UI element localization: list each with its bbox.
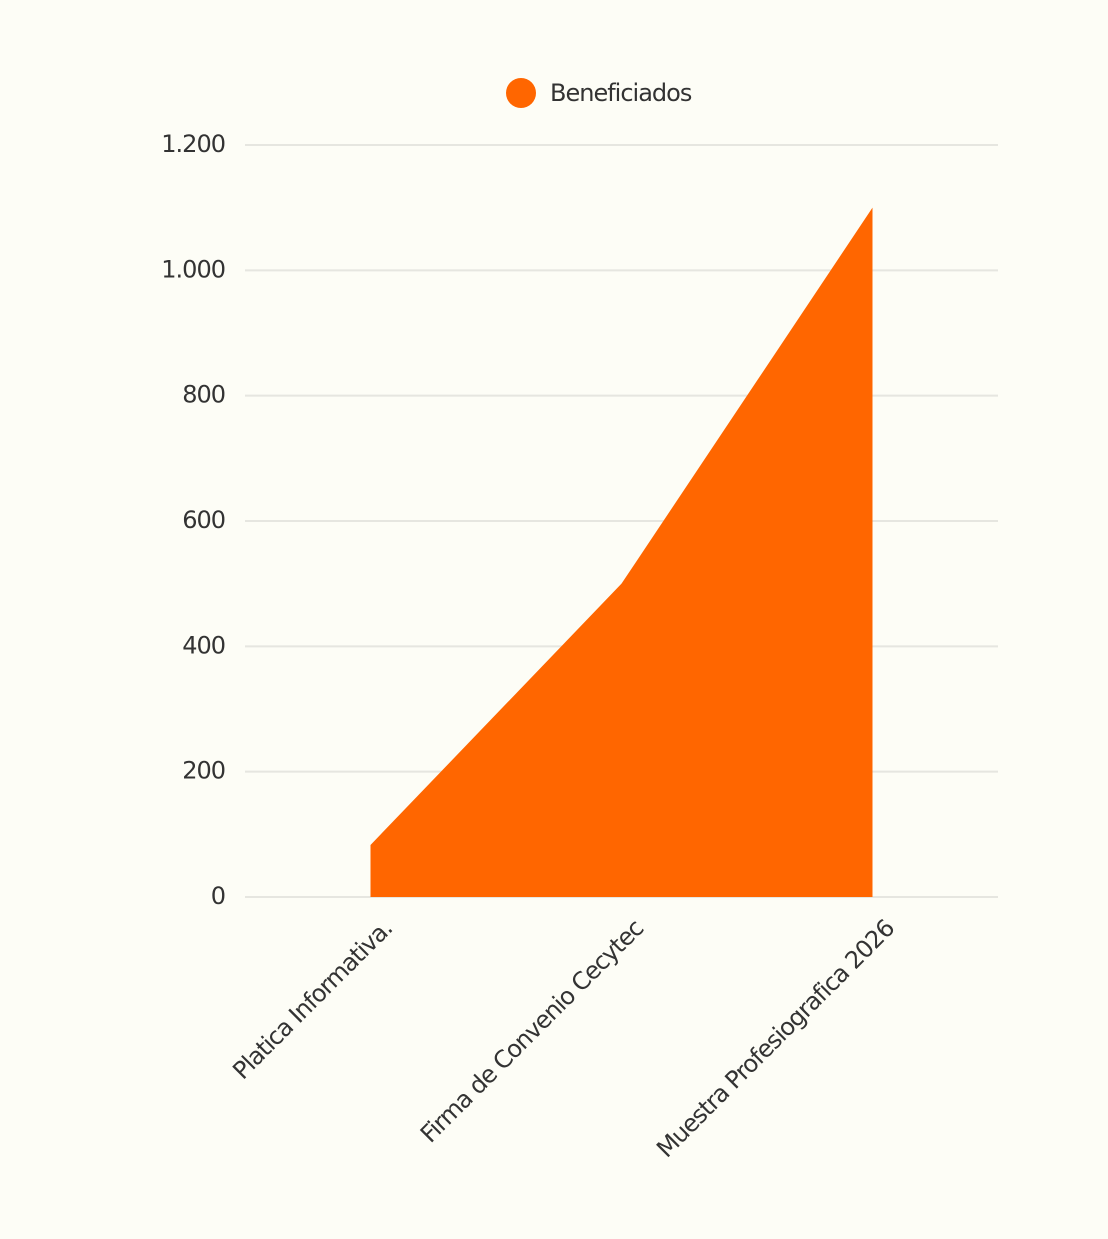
y-tick-label: 1.000 <box>161 255 225 283</box>
legend-marker <box>506 78 536 108</box>
area <box>370 207 873 897</box>
y-tick-label: 0 <box>211 882 225 910</box>
y-tick-label: 600 <box>182 506 225 534</box>
y-tick-label: 400 <box>182 631 225 659</box>
y-tick-label: 800 <box>182 381 225 409</box>
y-tick-label: 1.200 <box>161 130 225 158</box>
y-tick-label: 200 <box>182 757 225 785</box>
legend-label: Beneficiados <box>550 79 692 107</box>
